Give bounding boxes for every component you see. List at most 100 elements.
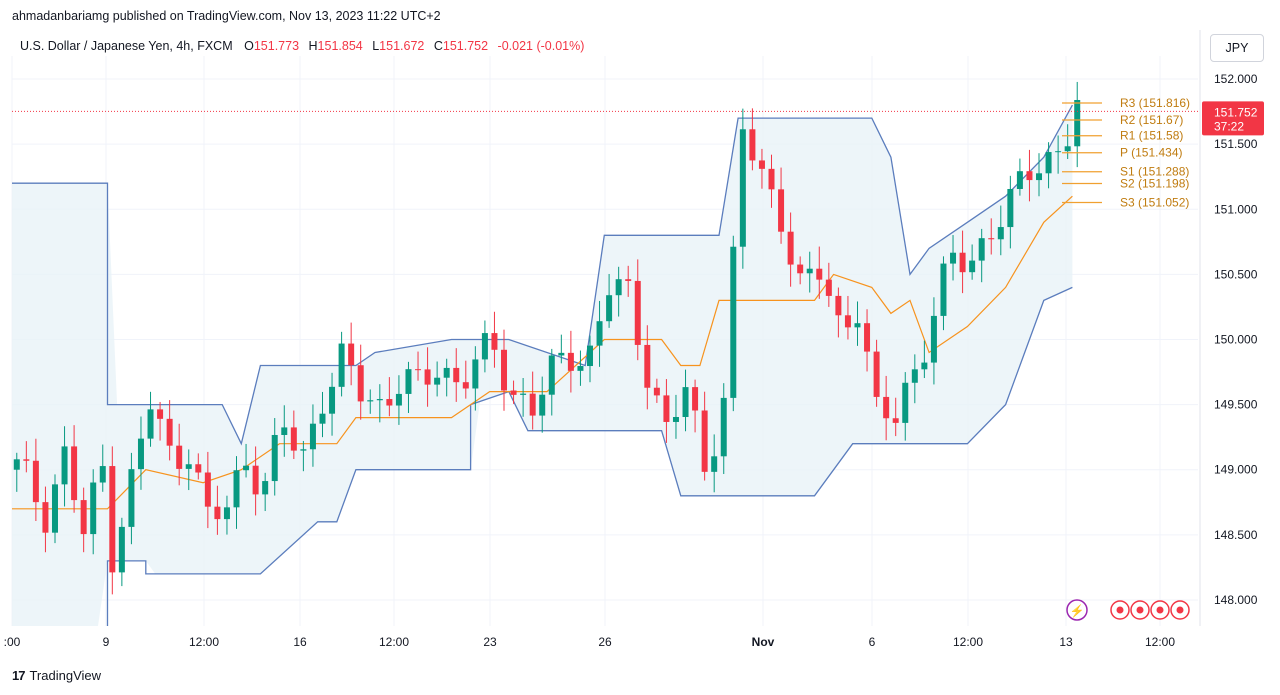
candle-body	[902, 382, 909, 423]
candle-body	[109, 466, 116, 573]
candle-body	[806, 268, 813, 274]
candle-body	[959, 252, 966, 273]
candle-body	[940, 263, 947, 316]
open-key: O	[244, 39, 254, 53]
candle-body	[501, 349, 508, 391]
candle-body	[300, 449, 307, 451]
candle-body	[405, 369, 412, 394]
channel-upper-line	[12, 104, 1073, 446]
candle-body	[51, 484, 58, 533]
candle-body	[864, 323, 871, 352]
candle-body	[969, 260, 976, 273]
candle-body	[1055, 151, 1062, 153]
price-tick-label: 152.000	[1214, 72, 1258, 86]
pivot-label: P (151.434)	[1120, 146, 1183, 160]
price-tick-label: 148.000	[1214, 593, 1258, 607]
candle-body	[367, 400, 374, 402]
candle-body	[825, 279, 832, 296]
candle-body	[510, 390, 517, 395]
candle-body	[415, 369, 422, 371]
candle-body	[338, 343, 345, 387]
candle-body	[1016, 171, 1023, 189]
candle-body	[71, 446, 78, 501]
time-tick-label: :00	[4, 635, 21, 649]
price-chart[interactable]: R3 (151.816) R2 (151.67) R1 (151.58) P (151…	[0, 0, 1280, 660]
tradingview-logo-icon: 17	[12, 668, 26, 683]
candle-body	[376, 399, 383, 401]
candle-body	[558, 352, 565, 356]
candle-body	[395, 393, 402, 406]
pivot-label: R2 (151.67)	[1120, 113, 1183, 127]
candle-body	[720, 397, 727, 457]
currency-button[interactable]: JPY	[1210, 34, 1264, 62]
candle-body	[262, 481, 269, 495]
candle-body	[462, 382, 469, 389]
candle-body	[252, 465, 259, 495]
candle-body	[80, 500, 87, 535]
candle-body	[653, 387, 660, 396]
price-tick-label: 149.000	[1214, 463, 1258, 477]
candle-body	[243, 465, 250, 471]
candle-body	[434, 377, 441, 385]
footer-brand: 17 TradingView	[12, 668, 101, 683]
brand-label: TradingView	[29, 668, 102, 683]
lightning-event-icon	[1066, 599, 1088, 621]
candle-body	[730, 246, 737, 398]
candle-body	[329, 386, 336, 414]
candle-body	[911, 369, 918, 383]
candle-body	[644, 344, 651, 388]
event-icons: ⚡	[1066, 599, 1190, 621]
candle-body	[176, 445, 183, 469]
high-key: H	[308, 39, 318, 53]
candle-body	[233, 470, 240, 508]
lightning-glyph: ⚡	[1070, 604, 1085, 618]
candle-body	[32, 460, 39, 503]
candle-body	[281, 427, 288, 435]
time-tick-label: 6	[869, 635, 876, 649]
price-tag-box	[1202, 101, 1264, 136]
candle-body	[481, 333, 488, 360]
candle-body	[692, 387, 699, 411]
price-tick-label: 150.000	[1214, 332, 1258, 346]
candle-body	[319, 413, 326, 424]
high-value: 151.854	[317, 39, 363, 53]
time-tick-label: 23	[483, 635, 497, 649]
candle-body	[930, 315, 937, 363]
candle-body	[577, 366, 584, 371]
open-value: 151.773	[253, 39, 300, 53]
candle-body	[1064, 146, 1071, 152]
candle-body	[606, 295, 613, 322]
time-tick-label: 12:00	[953, 635, 983, 649]
flag-dot-icon	[1136, 606, 1144, 614]
price-tick-label: 151.000	[1214, 202, 1258, 216]
low-key: L	[372, 39, 380, 53]
candle-body	[596, 321, 603, 346]
candle-body	[883, 396, 890, 419]
publisher-line: ahmadanbariamg published on TradingView.…	[12, 9, 441, 23]
candle-body	[615, 279, 622, 296]
candle-body	[99, 466, 106, 483]
time-tick-label: 12:00	[379, 635, 409, 649]
close-key: C	[433, 39, 443, 53]
time-tick-label: 13	[1059, 635, 1073, 649]
time-tick-label: 26	[598, 635, 612, 649]
candle-body	[271, 434, 278, 482]
candle-body	[539, 394, 546, 416]
candle-body	[844, 315, 851, 328]
pivot-label: S1 (151.288)	[1120, 165, 1189, 179]
candle-body	[204, 472, 211, 507]
candle-body	[195, 464, 202, 473]
candle-body	[787, 231, 794, 265]
candle-body	[1036, 173, 1043, 181]
candle-body	[61, 446, 68, 485]
channel-fill	[12, 105, 1073, 627]
price-tick-label: 149.500	[1214, 398, 1258, 412]
time-tick-label: Nov	[752, 635, 775, 649]
time-tick-label: 9	[103, 635, 110, 649]
candle-body	[309, 423, 316, 450]
price-tag-value: 151.752	[1214, 105, 1258, 119]
candle-body	[634, 280, 641, 345]
candle-body	[357, 365, 364, 402]
candle-body	[424, 369, 431, 385]
